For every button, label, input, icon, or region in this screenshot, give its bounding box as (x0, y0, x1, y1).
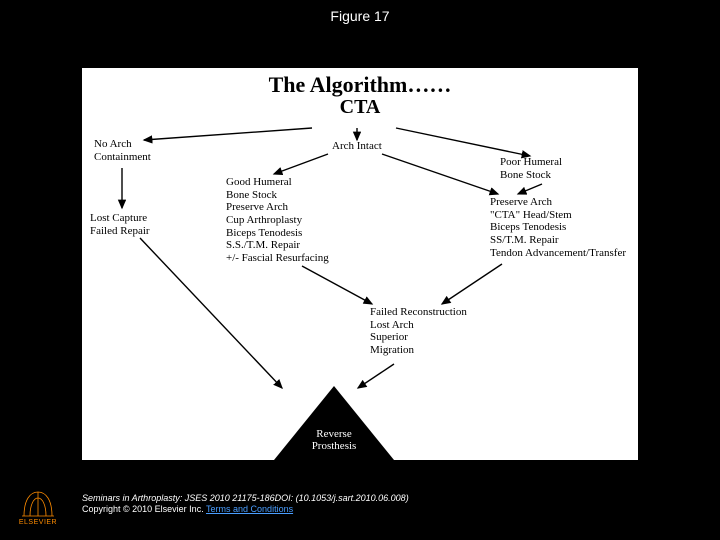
diagram-subtitle: CTA (82, 96, 638, 119)
node-failed-recon: Failed ReconstructionLost ArchSuperiorMi… (370, 306, 467, 357)
node-poor-stock: Poor HumeralBone Stock (500, 156, 562, 181)
citation-copyright: Copyright © 2010 Elsevier Inc. (82, 504, 206, 514)
node-lost-capture: Lost CaptureFailed Repair (90, 212, 150, 237)
node-reverse: ReverseProsthesis (294, 428, 374, 452)
publisher-name: ELSEVIER (8, 519, 68, 526)
diagram-title: The Algorithm…… (82, 68, 638, 98)
node-arch-intact: Arch Intact (332, 140, 382, 153)
terms-link[interactable]: Terms and Conditions (206, 504, 293, 514)
node-good-stock: Good HumeralBone StockPreserve ArchCup A… (226, 176, 329, 264)
publisher-logo: ELSEVIER (8, 488, 68, 534)
figure-label: Figure 17 (0, 0, 720, 28)
citation-block: Seminars in Arthroplasty: JSES 2010 2117… (82, 493, 409, 516)
diagram-canvas: The Algorithm…… CTA No ArchContainment A… (82, 68, 638, 460)
node-preserve-arch: Preserve Arch"CTA" Head/StemBiceps Tenod… (490, 196, 626, 259)
node-no-arch: No ArchContainment (94, 138, 151, 163)
citation-line1: Seminars in Arthroplasty: JSES 2010 2117… (82, 493, 409, 505)
